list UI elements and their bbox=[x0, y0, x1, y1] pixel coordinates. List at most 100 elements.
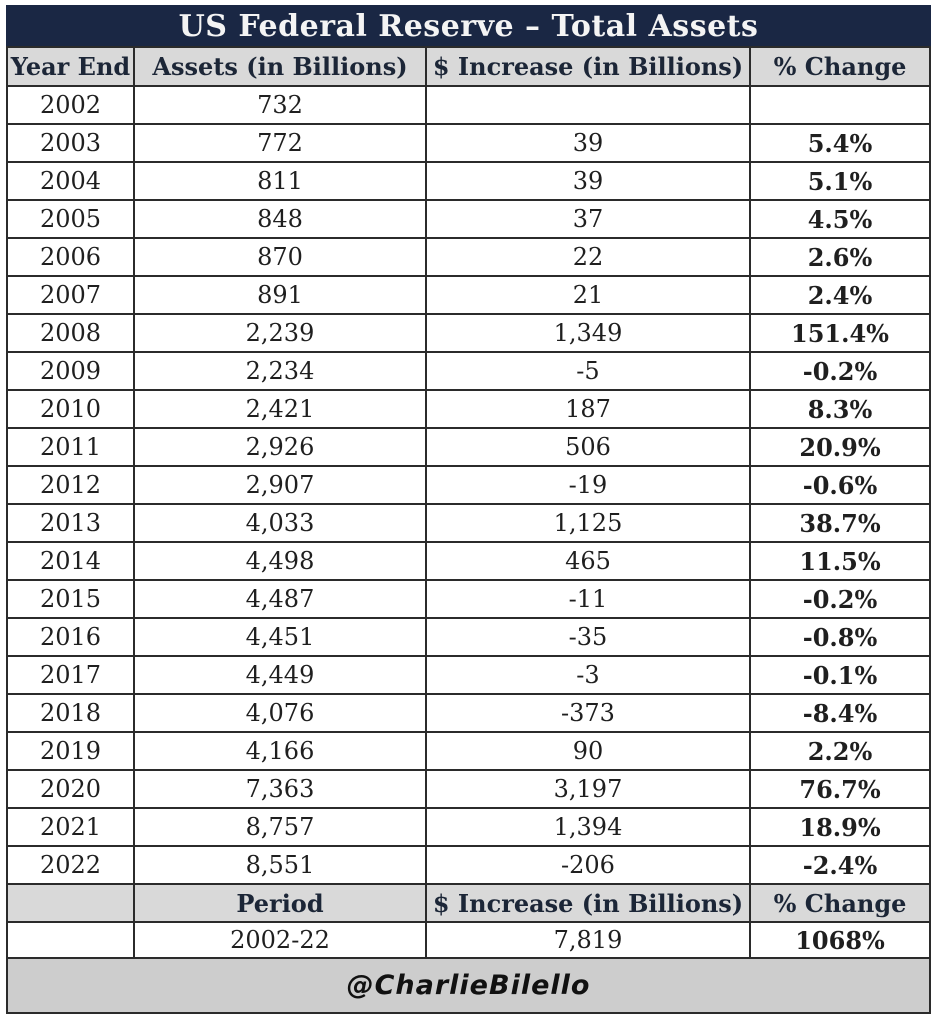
table-row: 2018 4,076 -373 -8.4% bbox=[6, 693, 932, 733]
column-header-increase: $ Increase (in Billions) bbox=[425, 46, 751, 87]
year-cell: 2014 bbox=[6, 541, 135, 581]
pct-change-cell: 38.7% bbox=[748, 503, 932, 543]
year-cell: 2004 bbox=[6, 161, 135, 201]
pct-change-cell: 2.6% bbox=[748, 237, 932, 277]
year-cell: 2022 bbox=[6, 845, 135, 885]
increase-cell: 21 bbox=[425, 275, 751, 315]
table-row: 2002 732 bbox=[6, 85, 932, 125]
pct-change-cell: 8.3% bbox=[748, 389, 932, 429]
column-header-assets: Assets (in Billions) bbox=[133, 46, 427, 87]
summary-header-pct-change: % Change bbox=[748, 883, 932, 923]
summary-header-period: Period bbox=[133, 883, 427, 923]
year-cell: 2008 bbox=[6, 313, 135, 353]
table-row: 2003 772 39 5.4% bbox=[6, 123, 932, 163]
table-row: 2021 8,757 1,394 18.9% bbox=[6, 807, 932, 847]
assets-cell: 8,757 bbox=[133, 807, 427, 847]
table-row: 2022 8,551 -206 -2.4% bbox=[6, 845, 932, 885]
summary-header-row: Period $ Increase (in Billions) % Change bbox=[6, 883, 932, 923]
assets-cell: 8,551 bbox=[133, 845, 427, 885]
assets-cell: 4,487 bbox=[133, 579, 427, 619]
year-cell: 2006 bbox=[6, 237, 135, 277]
table-row: 2011 2,926 506 20.9% bbox=[6, 427, 932, 467]
increase-cell: 1,125 bbox=[425, 503, 751, 543]
year-cell: 2017 bbox=[6, 655, 135, 695]
column-header-pct-change: % Change bbox=[748, 46, 932, 87]
increase-cell: 506 bbox=[425, 427, 751, 467]
summary-header-empty-cell bbox=[6, 883, 135, 923]
increase-cell: -206 bbox=[425, 845, 751, 885]
year-cell: 2019 bbox=[6, 731, 135, 771]
assets-cell: 891 bbox=[133, 275, 427, 315]
page-title: US Federal Reserve – Total Assets bbox=[5, 5, 932, 48]
attribution-text: @CharlieBilello bbox=[5, 957, 932, 1014]
pct-change-cell: 151.4% bbox=[748, 313, 932, 353]
assets-cell: 2,421 bbox=[133, 389, 427, 429]
increase-cell: 90 bbox=[425, 731, 751, 771]
table-row: 2017 4,449 -3 -0.1% bbox=[6, 655, 932, 695]
assets-cell: 732 bbox=[133, 85, 427, 125]
assets-cell: 848 bbox=[133, 199, 427, 239]
assets-cell: 4,449 bbox=[133, 655, 427, 695]
assets-cell: 2,926 bbox=[133, 427, 427, 467]
table-head: US Federal Reserve – Total Assets Year E… bbox=[5, 5, 932, 87]
summary-period-value: 2002-22 bbox=[133, 921, 427, 959]
column-header-year-end: Year End bbox=[6, 46, 135, 87]
increase-cell: 22 bbox=[425, 237, 751, 277]
footer-row: @CharlieBilello bbox=[5, 957, 932, 1014]
table-row: 2020 7,363 3,197 76.7% bbox=[6, 769, 932, 809]
pct-change-cell: 20.9% bbox=[748, 427, 932, 467]
assets-cell: 2,234 bbox=[133, 351, 427, 391]
increase-cell: -373 bbox=[425, 693, 751, 733]
year-cell: 2002 bbox=[6, 85, 135, 125]
pct-change-cell: -0.8% bbox=[748, 617, 932, 657]
table-row: 2007 891 21 2.4% bbox=[6, 275, 932, 315]
assets-cell: 4,033 bbox=[133, 503, 427, 543]
summary-increase-value: 7,819 bbox=[425, 921, 751, 959]
year-cell: 2012 bbox=[6, 465, 135, 505]
assets-cell: 4,498 bbox=[133, 541, 427, 581]
table-row: 2004 811 39 5.1% bbox=[6, 161, 932, 201]
year-cell: 2020 bbox=[6, 769, 135, 809]
pct-change-cell: 18.9% bbox=[748, 807, 932, 847]
pct-change-cell: 76.7% bbox=[748, 769, 932, 809]
summary-section: Period $ Increase (in Billions) % Change… bbox=[5, 883, 932, 1014]
summary-pct-change-value: 1068% bbox=[748, 921, 932, 959]
increase-cell: 1,394 bbox=[425, 807, 751, 847]
table-row: 2015 4,487 -11 -0.2% bbox=[6, 579, 932, 619]
pct-change-cell: 2.4% bbox=[748, 275, 932, 315]
pct-change-cell: -0.2% bbox=[748, 351, 932, 391]
table-row: 2012 2,907 -19 -0.6% bbox=[6, 465, 932, 505]
fed-assets-table: US Federal Reserve – Total Assets Year E… bbox=[5, 5, 932, 1014]
year-cell: 2003 bbox=[6, 123, 135, 163]
pct-change-cell: -2.4% bbox=[748, 845, 932, 885]
pct-change-cell: 2.2% bbox=[748, 731, 932, 771]
assets-cell: 4,076 bbox=[133, 693, 427, 733]
pct-change-cell: -0.1% bbox=[748, 655, 932, 695]
increase-cell bbox=[425, 85, 751, 125]
year-cell: 2018 bbox=[6, 693, 135, 733]
year-cell: 2016 bbox=[6, 617, 135, 657]
pct-change-cell: 5.4% bbox=[748, 123, 932, 163]
table-row: 2014 4,498 465 11.5% bbox=[6, 541, 932, 581]
increase-cell: 465 bbox=[425, 541, 751, 581]
pct-change-cell: -8.4% bbox=[748, 693, 932, 733]
year-cell: 2011 bbox=[6, 427, 135, 467]
assets-cell: 4,166 bbox=[133, 731, 427, 771]
assets-cell: 2,907 bbox=[133, 465, 427, 505]
assets-cell: 870 bbox=[133, 237, 427, 277]
year-cell: 2021 bbox=[6, 807, 135, 847]
increase-cell: 39 bbox=[425, 161, 751, 201]
summary-header-increase: $ Increase (in Billions) bbox=[425, 883, 751, 923]
pct-change-cell: -0.6% bbox=[748, 465, 932, 505]
pct-change-cell: 4.5% bbox=[748, 199, 932, 239]
pct-change-cell: 11.5% bbox=[748, 541, 932, 581]
pct-change-cell bbox=[748, 85, 932, 125]
assets-cell: 4,451 bbox=[133, 617, 427, 657]
table-row: 2005 848 37 4.5% bbox=[6, 199, 932, 239]
year-cell: 2007 bbox=[6, 275, 135, 315]
assets-cell: 772 bbox=[133, 123, 427, 163]
increase-cell: -11 bbox=[425, 579, 751, 619]
increase-cell: 1,349 bbox=[425, 313, 751, 353]
year-cell: 2013 bbox=[6, 503, 135, 543]
